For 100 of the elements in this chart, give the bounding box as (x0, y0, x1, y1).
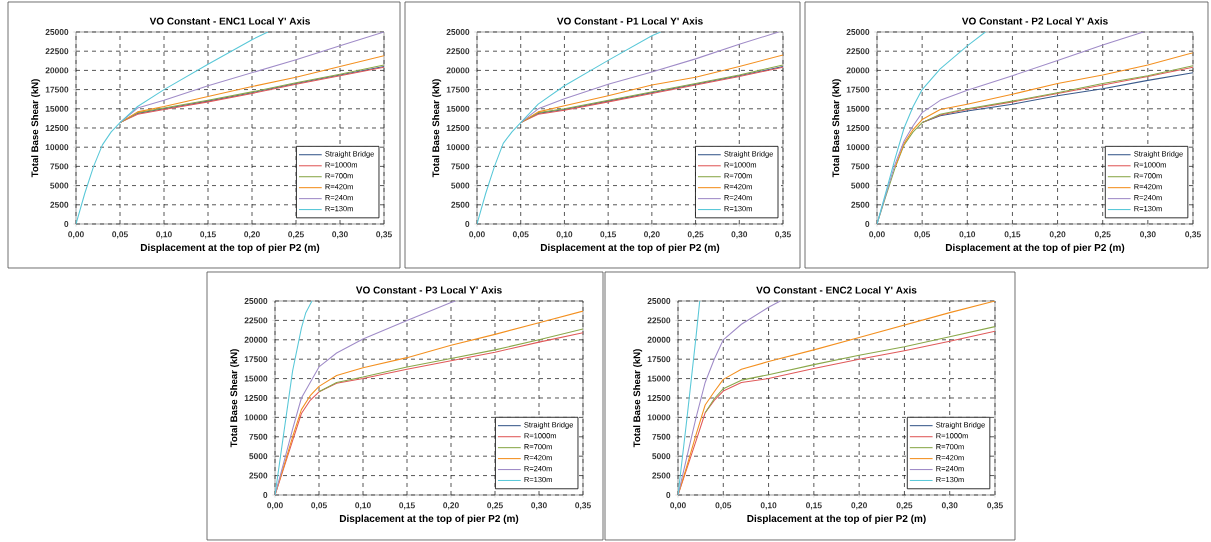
y-tick-label: 10000 (647, 414, 671, 421)
x-tick-label: 0,05 (112, 231, 128, 239)
y-tick-label: 0 (64, 221, 69, 227)
x-tick-label: 0,00 (469, 231, 485, 239)
line-series (678, 300, 701, 495)
chart-title: VO Constant - ENC2 Local Y' Axis (756, 286, 917, 294)
y-tick-label: 5000 (652, 453, 671, 460)
x-tick-label: 0,35 (775, 231, 791, 239)
x-tick-label: 0,05 (914, 231, 931, 239)
x-tick-label: 0,15 (399, 502, 415, 510)
y-tick-label: 17500 (647, 356, 671, 363)
x-tick-label: 0,25 (896, 502, 913, 510)
y-tick-label: 20000 (244, 336, 268, 343)
y-tick-label: 0 (263, 492, 268, 498)
y-axis-title: Total Base Shear (kN) (230, 349, 240, 448)
x-tick-label: 0,35 (1185, 231, 1201, 239)
y-tick-label: 17500 (244, 356, 268, 363)
x-tick-label: 0,00 (869, 231, 885, 239)
y-tick-label: 17500 (45, 86, 69, 93)
y-tick-label: 5000 (451, 182, 470, 189)
y-tick-label: 15000 (846, 105, 870, 112)
y-tick-label: 10000 (846, 144, 870, 151)
y-tick-label: 10000 (446, 144, 470, 151)
x-axis-title: Displacement at the top of pier P2 (m) (945, 243, 1125, 253)
chart-title: VO Constant - P3 Local Y' Axis (355, 286, 502, 294)
x-tick-label: 0,00 (267, 502, 283, 510)
y-tick-label: 15000 (647, 375, 671, 382)
x-tick-label: 0,35 (987, 502, 1003, 510)
y-tick-label: 20000 (45, 67, 69, 74)
x-axis-title: Displacement at the top of pier P2 (m) (747, 514, 926, 524)
line-series (877, 31, 986, 224)
y-tick-label: 0 (465, 221, 470, 227)
y-tick-label: 7500 (851, 163, 870, 170)
y-tick-label: 12500 (846, 125, 870, 131)
y-tick-label: 17500 (446, 86, 470, 93)
x-tick-label: 0,20 (851, 502, 867, 510)
line-series (318, 328, 583, 393)
y-tick-label: 25000 (45, 29, 69, 35)
x-tick-label: 0,10 (556, 231, 573, 239)
x-tick-label: 0,25 (687, 231, 704, 239)
x-tick-label: 0,10 (355, 502, 371, 510)
x-tick-label: 0,20 (644, 231, 660, 239)
x-tick-label: 0,05 (715, 502, 732, 510)
chart-title: VO Constant - P2 Local Y' Axis (961, 17, 1108, 25)
x-tick-label: 0,05 (512, 231, 529, 239)
x-tick-label: 0,25 (288, 231, 304, 239)
y-tick-label: 2500 (451, 201, 470, 208)
chart-title: VO Constant - P1 Local Y' Axis (556, 17, 703, 25)
x-tick-label: 0,30 (531, 502, 547, 510)
x-tick-label: 0,30 (731, 231, 748, 239)
x-tick-label: 0,00 (68, 231, 84, 239)
y-tick-label: 12500 (45, 125, 69, 131)
y-tick-label: 5000 (50, 182, 69, 189)
line-series (894, 52, 1193, 168)
y-tick-label: 12500 (446, 125, 470, 131)
x-tick-label: 0,30 (1140, 231, 1156, 239)
y-tick-label: 15000 (244, 375, 268, 382)
y-tick-label: 0 (865, 221, 870, 227)
y-tick-label: 22500 (446, 48, 470, 55)
y-axis-title: Total Base Shear (kN) (432, 79, 442, 178)
x-axis-title: Displacement at the top of pier P2 (m) (540, 243, 720, 253)
y-axis-title: Total Base Shear (kN) (832, 79, 842, 178)
x-tick-label: 0,10 (156, 231, 172, 239)
x-tick-label: 0,20 (244, 231, 260, 239)
y-tick-label: 25000 (446, 29, 470, 35)
x-tick-label: 0,00 (670, 502, 686, 510)
y-tick-label: 20000 (647, 336, 671, 343)
x-axis-title: Displacement at the top of pier P2 (m) (339, 514, 519, 524)
y-tick-label: 25000 (647, 298, 671, 304)
x-tick-label: 0,15 (806, 502, 822, 510)
y-tick-label: 0 (666, 492, 671, 498)
y-tick-label: 2500 (50, 201, 69, 208)
x-axis-title: Displacement at the top of pier P2 (m) (140, 243, 320, 253)
y-tick-label: 7500 (451, 163, 470, 170)
y-axis-title: Total Base Shear (kN) (633, 349, 643, 448)
y-tick-label: 2500 (652, 472, 671, 479)
y-tick-label: 20000 (446, 67, 470, 74)
x-tick-label: 0,30 (941, 502, 958, 510)
y-tick-label: 22500 (244, 317, 268, 324)
y-tick-label: 22500 (45, 48, 69, 55)
y-tick-label: 17500 (846, 86, 870, 93)
y-tick-label: 2500 (249, 472, 268, 479)
x-tick-label: 0,35 (575, 502, 591, 510)
x-tick-label: 0,30 (332, 231, 348, 239)
y-tick-label: 5000 (249, 453, 268, 460)
line-series (275, 300, 456, 495)
y-tick-label: 12500 (244, 395, 268, 401)
y-tick-label: 20000 (846, 67, 870, 74)
x-tick-label: 0,10 (760, 502, 777, 510)
x-tick-label: 0,15 (200, 231, 216, 239)
x-tick-label: 0,25 (487, 502, 503, 510)
x-tick-label: 0,15 (600, 231, 617, 239)
line-series (477, 31, 662, 224)
y-tick-label: 10000 (244, 414, 268, 421)
y-tick-label: 7500 (50, 163, 69, 170)
y-tick-label: 25000 (846, 29, 870, 35)
y-tick-label: 15000 (446, 105, 470, 112)
y-tick-label: 22500 (647, 317, 671, 324)
y-tick-label: 22500 (846, 48, 870, 55)
y-tick-label: 2500 (851, 201, 870, 208)
